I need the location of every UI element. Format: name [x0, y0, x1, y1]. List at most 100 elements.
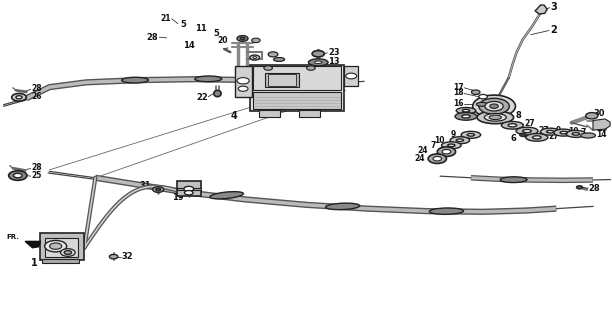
- Text: 21: 21: [160, 14, 171, 23]
- Text: 1: 1: [31, 258, 38, 268]
- Circle shape: [156, 188, 161, 191]
- Ellipse shape: [274, 58, 285, 61]
- Bar: [265, 73, 299, 87]
- Text: 14: 14: [596, 130, 606, 139]
- Circle shape: [13, 173, 22, 178]
- Ellipse shape: [560, 131, 567, 134]
- Ellipse shape: [500, 177, 527, 182]
- Ellipse shape: [572, 132, 580, 135]
- Circle shape: [12, 93, 26, 101]
- Polygon shape: [25, 241, 40, 248]
- Ellipse shape: [484, 114, 506, 121]
- Ellipse shape: [476, 102, 487, 106]
- Circle shape: [61, 249, 75, 256]
- Circle shape: [479, 94, 487, 99]
- Circle shape: [442, 149, 450, 154]
- Text: 28: 28: [147, 33, 159, 42]
- Circle shape: [520, 133, 526, 136]
- Ellipse shape: [195, 76, 222, 82]
- Text: 7: 7: [431, 141, 436, 150]
- Ellipse shape: [554, 129, 573, 136]
- Circle shape: [346, 73, 357, 79]
- Text: 30: 30: [593, 109, 605, 118]
- Bar: [299, 110, 320, 117]
- Ellipse shape: [540, 128, 560, 135]
- Text: 14: 14: [182, 41, 195, 50]
- Ellipse shape: [566, 130, 586, 137]
- Text: 27: 27: [538, 126, 548, 135]
- Text: 26: 26: [31, 92, 42, 101]
- Bar: [176, 180, 201, 196]
- Text: 10: 10: [569, 126, 579, 136]
- Circle shape: [45, 240, 67, 252]
- Ellipse shape: [489, 115, 501, 120]
- Ellipse shape: [462, 109, 469, 112]
- Circle shape: [312, 51, 324, 57]
- Ellipse shape: [581, 133, 595, 138]
- Text: 22: 22: [196, 93, 208, 102]
- Text: 9: 9: [450, 130, 455, 139]
- Circle shape: [16, 96, 22, 99]
- Text: 27: 27: [524, 119, 536, 128]
- Ellipse shape: [315, 61, 322, 64]
- Text: 24: 24: [417, 146, 428, 155]
- Text: 23: 23: [328, 48, 340, 57]
- Text: 20: 20: [217, 36, 228, 44]
- Circle shape: [472, 95, 515, 117]
- Circle shape: [237, 36, 248, 41]
- Circle shape: [238, 86, 248, 91]
- Ellipse shape: [326, 203, 360, 210]
- Text: 25: 25: [31, 171, 42, 180]
- Bar: [234, 67, 252, 97]
- Text: 28: 28: [589, 184, 600, 193]
- Bar: [259, 110, 280, 117]
- Ellipse shape: [516, 127, 538, 135]
- Polygon shape: [593, 119, 610, 130]
- Circle shape: [479, 98, 509, 114]
- Text: 31: 31: [140, 181, 151, 190]
- Text: 17: 17: [453, 83, 463, 92]
- Bar: [40, 233, 84, 260]
- Text: 5: 5: [181, 20, 187, 29]
- Bar: [253, 67, 341, 90]
- Text: 28: 28: [31, 164, 42, 172]
- Ellipse shape: [477, 111, 513, 124]
- Ellipse shape: [526, 133, 548, 141]
- Ellipse shape: [447, 144, 455, 147]
- Text: FR.: FR.: [6, 234, 19, 240]
- Ellipse shape: [467, 133, 474, 136]
- Polygon shape: [535, 5, 547, 14]
- Circle shape: [586, 113, 598, 119]
- Circle shape: [577, 186, 583, 189]
- Bar: [176, 188, 201, 190]
- Bar: [253, 92, 341, 109]
- Ellipse shape: [461, 131, 480, 138]
- Circle shape: [240, 37, 245, 40]
- Text: 19: 19: [172, 193, 184, 202]
- Ellipse shape: [456, 139, 463, 141]
- Ellipse shape: [214, 90, 221, 97]
- Ellipse shape: [455, 113, 477, 120]
- Ellipse shape: [501, 122, 523, 129]
- Ellipse shape: [456, 108, 476, 114]
- Text: 12: 12: [477, 106, 488, 115]
- Circle shape: [64, 251, 72, 254]
- Circle shape: [485, 101, 503, 111]
- Circle shape: [438, 147, 455, 156]
- Bar: [45, 238, 78, 257]
- Circle shape: [428, 154, 446, 164]
- Text: 7: 7: [581, 128, 586, 137]
- Ellipse shape: [308, 59, 328, 66]
- Text: 3: 3: [550, 2, 557, 12]
- Ellipse shape: [450, 137, 469, 144]
- Circle shape: [307, 66, 315, 70]
- Circle shape: [250, 55, 259, 60]
- Text: 16: 16: [453, 99, 463, 108]
- Circle shape: [490, 104, 498, 108]
- Ellipse shape: [430, 208, 463, 214]
- Bar: [268, 75, 296, 85]
- Circle shape: [268, 52, 278, 57]
- Ellipse shape: [523, 129, 531, 132]
- Circle shape: [433, 156, 441, 161]
- Ellipse shape: [547, 130, 554, 133]
